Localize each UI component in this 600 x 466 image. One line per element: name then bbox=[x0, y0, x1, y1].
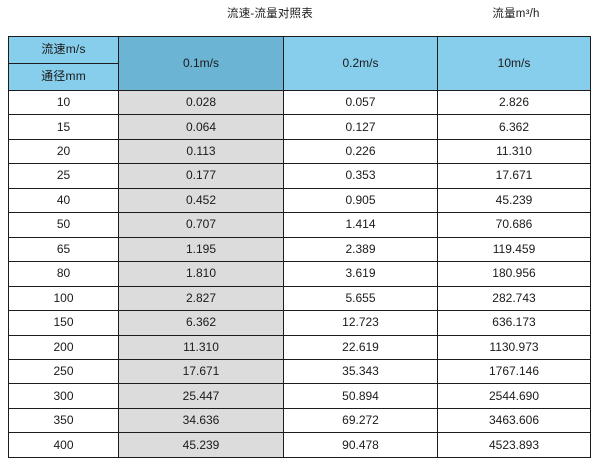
cell-flow-2: 70.686 bbox=[437, 212, 591, 238]
cell-flow-1: 22.619 bbox=[283, 334, 438, 360]
cell-diameter: 350 bbox=[8, 407, 119, 434]
cell-flow-1: 90.478 bbox=[283, 432, 438, 458]
cell-flow-0: 1.810 bbox=[118, 261, 284, 287]
table-body: 10 0.028 0.057 2.826 15 0.064 0.127 6.362 20 0.11… bbox=[8, 89, 591, 458]
column-header-0: 0.1m/s bbox=[118, 36, 284, 91]
cell-flow-0: 0.028 bbox=[118, 89, 284, 116]
cell-flow-0: 0.452 bbox=[118, 187, 284, 214]
table-row: 40 0.452 0.905 45.239 bbox=[8, 187, 591, 214]
table-row: 15 0.064 0.127 6.362 bbox=[8, 114, 591, 140]
cell-diameter: 400 bbox=[8, 432, 119, 458]
cell-flow-2: 180.956 bbox=[437, 261, 591, 287]
cell-flow-1: 1.414 bbox=[283, 212, 438, 238]
cell-flow-2: 4523.893 bbox=[437, 432, 591, 458]
table-row: 100 2.827 5.655 282.743 bbox=[8, 285, 591, 312]
cell-diameter: 200 bbox=[8, 334, 119, 360]
table-header-row-top: 流速m/s 0.1m/s 0.2m/s 10m/s bbox=[8, 36, 591, 91]
header-velocity-label: 流速m/s bbox=[8, 36, 119, 64]
table-row: 65 1.195 2.389 119.459 bbox=[8, 236, 591, 263]
cell-flow-0: 0.113 bbox=[118, 138, 284, 165]
cell-flow-0: 17.671 bbox=[118, 358, 284, 385]
cell-diameter: 20 bbox=[8, 138, 119, 165]
cell-flow-1: 0.057 bbox=[283, 89, 438, 116]
table-row: 80 1.810 3.619 180.956 bbox=[8, 261, 591, 287]
page-title: 流速-流量对照表 bbox=[227, 8, 313, 20]
cell-flow-2: 17.671 bbox=[437, 163, 591, 189]
table-row: 200 11.310 22.619 1130.973 bbox=[8, 334, 591, 360]
unit-label: 流量m³/h bbox=[492, 8, 540, 20]
flow-rate-table: 流速m/s 0.1m/s 0.2m/s 10m/s 通径mm 10 0.028 0.… bbox=[8, 36, 591, 458]
cell-flow-2: 1130.973 bbox=[437, 334, 591, 360]
cell-flow-0: 11.310 bbox=[118, 334, 284, 360]
cell-flow-1: 5.655 bbox=[283, 285, 438, 312]
flow-rate-table-container: 流速m/s 0.1m/s 0.2m/s 10m/s 通径mm 10 0.028 0.… bbox=[8, 36, 591, 458]
cell-flow-2: 45.239 bbox=[437, 187, 591, 214]
cell-flow-0: 25.447 bbox=[118, 383, 284, 409]
cell-flow-2: 6.362 bbox=[437, 114, 591, 140]
cell-flow-2: 3463.606 bbox=[437, 407, 591, 434]
cell-diameter: 40 bbox=[8, 187, 119, 214]
cell-flow-0: 6.362 bbox=[118, 310, 284, 336]
cell-flow-2: 119.459 bbox=[437, 236, 591, 263]
cell-flow-0: 45.239 bbox=[118, 432, 284, 458]
cell-flow-0: 0.707 bbox=[118, 212, 284, 238]
cell-flow-0: 2.827 bbox=[118, 285, 284, 312]
cell-flow-2: 636.173 bbox=[437, 310, 591, 336]
table-row: 50 0.707 1.414 70.686 bbox=[8, 212, 591, 238]
column-header-1: 0.2m/s bbox=[283, 36, 438, 91]
table-row: 250 17.671 35.343 1767.146 bbox=[8, 358, 591, 385]
cell-diameter: 65 bbox=[8, 236, 119, 263]
caption-strip: 流速-流量对照表 流量m³/h bbox=[0, 0, 600, 32]
cell-diameter: 250 bbox=[8, 358, 119, 385]
cell-diameter: 25 bbox=[8, 163, 119, 189]
cell-flow-2: 282.743 bbox=[437, 285, 591, 312]
table-row: 300 25.447 50.894 2544.690 bbox=[8, 383, 591, 409]
cell-flow-1: 0.905 bbox=[283, 187, 438, 214]
table-row: 150 6.362 12.723 636.173 bbox=[8, 310, 591, 336]
cell-diameter: 15 bbox=[8, 114, 119, 140]
cell-flow-1: 2.389 bbox=[283, 236, 438, 263]
cell-flow-1: 0.226 bbox=[283, 138, 438, 165]
table-header: 流速m/s 0.1m/s 0.2m/s 10m/s 通径mm bbox=[8, 36, 591, 91]
cell-flow-1: 35.343 bbox=[283, 358, 438, 385]
cell-flow-1: 50.894 bbox=[283, 383, 438, 409]
table-row: 400 45.239 90.478 4523.893 bbox=[8, 432, 591, 458]
cell-flow-1: 69.272 bbox=[283, 407, 438, 434]
table-row: 10 0.028 0.057 2.826 bbox=[8, 89, 591, 116]
column-header-2: 10m/s bbox=[437, 36, 591, 91]
cell-diameter: 100 bbox=[8, 285, 119, 312]
cell-diameter: 300 bbox=[8, 383, 119, 409]
cell-diameter: 50 bbox=[8, 212, 119, 238]
cell-flow-0: 1.195 bbox=[118, 236, 284, 263]
cell-flow-0: 0.177 bbox=[118, 163, 284, 189]
cell-flow-2: 1767.146 bbox=[437, 358, 591, 385]
table-row: 20 0.113 0.226 11.310 bbox=[8, 138, 591, 165]
cell-flow-1: 3.619 bbox=[283, 261, 438, 287]
cell-diameter: 10 bbox=[8, 89, 119, 116]
cell-diameter: 80 bbox=[8, 261, 119, 287]
cell-flow-1: 12.723 bbox=[283, 310, 438, 336]
header-diameter-label: 通径mm bbox=[8, 63, 119, 91]
cell-flow-2: 11.310 bbox=[437, 138, 591, 165]
cell-diameter: 150 bbox=[8, 310, 119, 336]
table-row: 25 0.177 0.353 17.671 bbox=[8, 163, 591, 189]
table-row: 350 34.636 69.272 3463.606 bbox=[8, 407, 591, 434]
cell-flow-1: 0.127 bbox=[283, 114, 438, 140]
cell-flow-0: 0.064 bbox=[118, 114, 284, 140]
cell-flow-2: 2.826 bbox=[437, 89, 591, 116]
cell-flow-0: 34.636 bbox=[118, 407, 284, 434]
cell-flow-1: 0.353 bbox=[283, 163, 438, 189]
cell-flow-2: 2544.690 bbox=[437, 383, 591, 409]
